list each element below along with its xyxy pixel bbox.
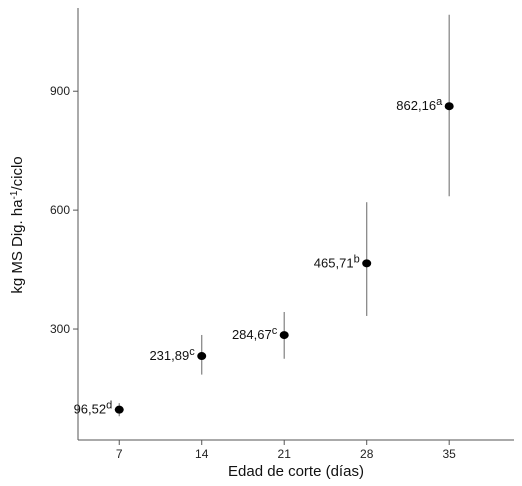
data-points xyxy=(114,102,454,414)
data-label-letter: c xyxy=(189,346,195,358)
x-tick-label: 28 xyxy=(360,447,374,461)
x-axis-title: Edad de corte (días) xyxy=(228,463,364,480)
data-label-letter: a xyxy=(436,96,443,108)
data-label: 231,89c xyxy=(149,346,195,363)
x-tick-label: 35 xyxy=(443,447,457,461)
data-label-value: 862,16 xyxy=(396,98,436,113)
y-axis-title-main: kg MS Dig. ha xyxy=(9,199,26,294)
data-point xyxy=(279,331,289,340)
data-point xyxy=(114,405,124,414)
x-tick-label: 7 xyxy=(116,447,123,461)
x-tick-label: 21 xyxy=(278,447,292,461)
data-label-letter: b xyxy=(354,253,360,265)
data-label: 96,52d xyxy=(74,400,113,417)
data-label: 284,67c xyxy=(232,325,278,342)
data-label-value: 465,71 xyxy=(314,255,354,270)
y-tick-label: 300 xyxy=(50,322,70,336)
axes: 7 14 21 28 35 300 600 900 xyxy=(50,8,514,461)
data-label-value: 231,89 xyxy=(149,348,189,363)
y-tick-label: 600 xyxy=(50,203,70,217)
data-label: 862,16a xyxy=(396,96,443,113)
x-tick-label: 14 xyxy=(195,447,209,461)
data-label-value: 284,67 xyxy=(232,327,272,342)
y-axis-title-sup: -1 xyxy=(9,190,20,199)
data-point xyxy=(197,352,207,361)
data-label-letter: c xyxy=(272,325,278,337)
data-label-value: 96,52 xyxy=(74,402,107,417)
data-label-letter: d xyxy=(106,400,112,412)
y-tick-label: 900 xyxy=(50,84,70,98)
y-axis-title-tail: /ciclo xyxy=(9,156,26,190)
data-label: 465,71b xyxy=(314,253,360,270)
y-axis-title: kg MS Dig. ha-1/ciclo xyxy=(9,156,26,293)
data-point xyxy=(362,259,372,268)
data-point xyxy=(444,102,454,111)
